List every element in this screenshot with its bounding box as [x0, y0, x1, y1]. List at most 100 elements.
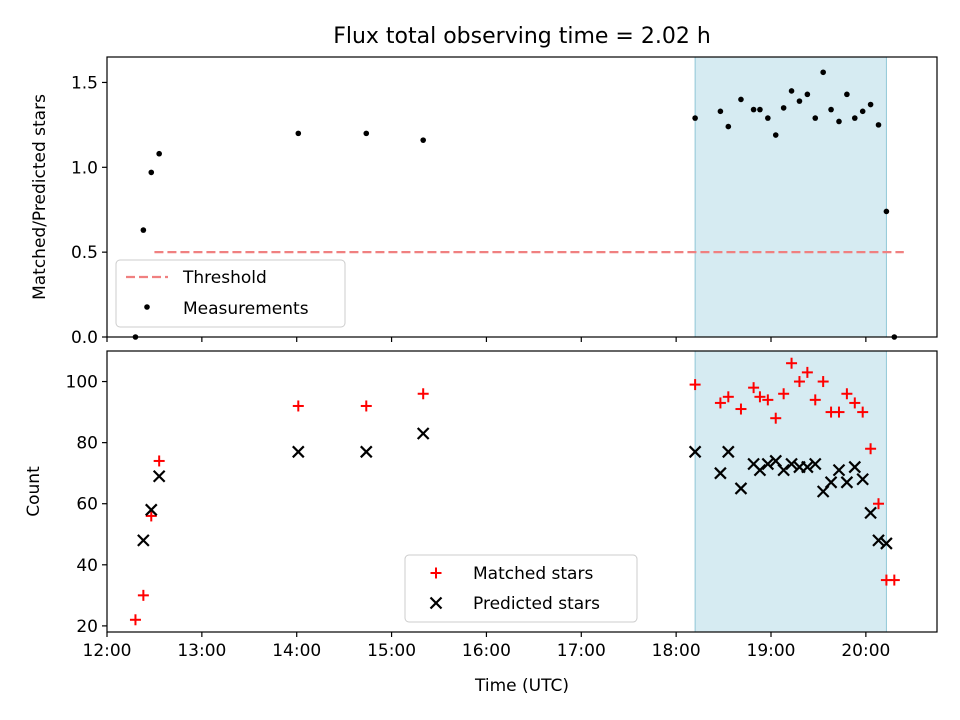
y-tick-label: 1.0 [71, 158, 98, 178]
x-tick-label: 18:00 [652, 641, 701, 661]
data-point [754, 391, 766, 403]
shaded-interval [694, 56, 887, 338]
data-point [820, 69, 826, 76]
y-tick-label: 40 [76, 556, 98, 576]
data-point [420, 137, 426, 143]
data-point [292, 445, 305, 459]
data-point [780, 105, 787, 111]
series-predicted-stars [137, 427, 893, 550]
data-point [772, 132, 779, 138]
data-point [417, 388, 429, 400]
data-point [295, 130, 302, 137]
data-point [796, 98, 803, 104]
data-point [144, 503, 158, 517]
data-point [689, 379, 701, 391]
data-point [840, 476, 854, 489]
data-point [153, 455, 165, 467]
legend: Matched stars Predicted stars [404, 554, 638, 623]
data-point [145, 510, 157, 522]
data-point [809, 394, 821, 406]
bottom-panel: 20 40 60 80 100 12:00 13:00 14:00 15:00 16:00 17:0… [24, 350, 938, 696]
data-point [849, 397, 861, 409]
data-point [762, 394, 774, 406]
data-point [864, 506, 877, 520]
data-point [817, 376, 829, 388]
data-point [750, 106, 757, 113]
data-point [156, 150, 162, 157]
x-tick-label: 16:00 [462, 641, 511, 661]
data-point [292, 400, 304, 412]
x-axis-label: Time (UTC) [474, 676, 569, 696]
legend: Threshold Measurements [115, 259, 346, 328]
data-point [770, 412, 782, 424]
y-tick-label: 80 [76, 434, 98, 454]
x-tick-label: 19:00 [747, 641, 796, 661]
data-point [753, 463, 767, 477]
data-point [360, 400, 372, 412]
data-point [801, 460, 814, 474]
data-point [888, 574, 900, 586]
data-point [812, 115, 819, 121]
x-tick-label: 13:00 [177, 641, 226, 661]
legend-box [404, 554, 638, 623]
data-point [856, 473, 869, 486]
data-point [824, 476, 838, 489]
data-point [152, 469, 166, 483]
x-tick-label: 20:00 [841, 641, 890, 661]
data-point [140, 227, 147, 233]
data-point [786, 357, 798, 369]
data-point [761, 457, 775, 471]
data-point [851, 115, 858, 121]
data-point [883, 208, 890, 215]
y-tick-label: 1.5 [71, 73, 98, 93]
data-point [734, 482, 748, 495]
data-point [722, 445, 735, 459]
data-point [844, 91, 850, 98]
data-point [804, 91, 811, 98]
data-point [717, 108, 724, 115]
data-point [725, 123, 732, 130]
x-tick-label: 14:00 [272, 641, 321, 661]
data-point [148, 169, 155, 176]
legend-label: Matched stars [473, 564, 593, 584]
x-tick-label: 12:00 [83, 641, 132, 661]
data-point [738, 96, 744, 103]
series-measurements [132, 69, 898, 340]
legend-measurements-swatch [144, 304, 150, 310]
data-point [873, 498, 885, 510]
data-point [416, 427, 430, 440]
data-point [833, 406, 845, 418]
data-point [841, 388, 853, 400]
data-point [778, 388, 790, 400]
data-point [692, 115, 698, 121]
data-point [865, 443, 877, 455]
x-tick-label: 15:00 [367, 641, 416, 661]
shaded-interval [694, 350, 887, 633]
data-point [363, 130, 370, 137]
chart-title: Flux total observing time = 2.02 h [333, 24, 711, 49]
data-point [735, 403, 747, 415]
legend-label: Threshold [182, 268, 267, 288]
axes-frame [106, 350, 938, 633]
data-point [785, 457, 798, 471]
data-point [836, 118, 842, 125]
data-point [757, 106, 763, 113]
series-matched-stars [129, 357, 900, 626]
data-point [714, 397, 726, 409]
y-axis-label: Matched/Predicted stars [30, 94, 50, 300]
y-tick-label: 20 [76, 617, 98, 637]
data-point [714, 466, 727, 480]
data-point [788, 88, 795, 94]
data-point [875, 122, 882, 128]
data-point [137, 534, 150, 547]
data-point [777, 463, 790, 477]
data-point [722, 391, 734, 403]
x-tick-label: 17:00 [557, 641, 606, 661]
data-point [765, 115, 771, 121]
y-tick-label: 0.0 [71, 328, 98, 348]
data-point [129, 614, 141, 626]
data-point [808, 457, 822, 471]
data-point [880, 537, 893, 550]
data-point [872, 534, 885, 547]
